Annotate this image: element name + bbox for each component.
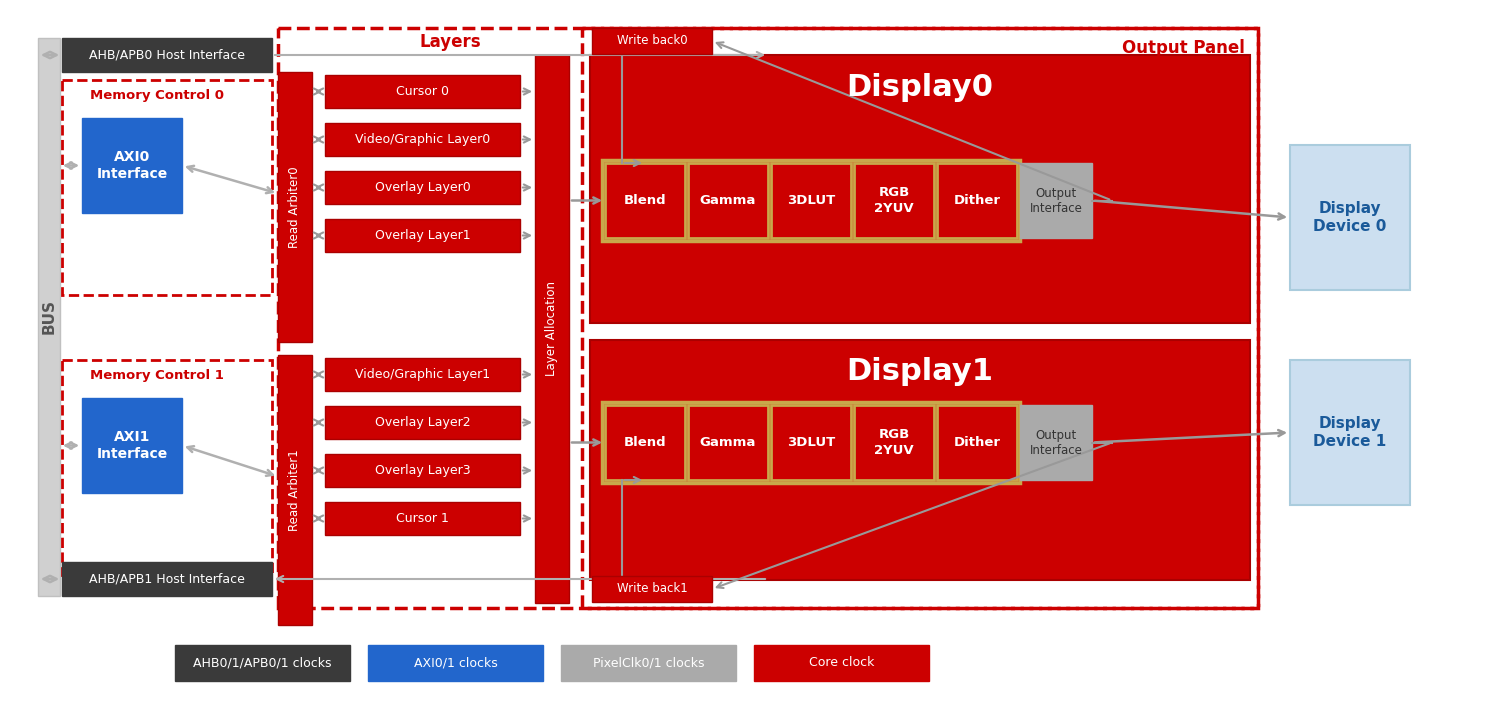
Text: BUS: BUS bbox=[42, 299, 56, 335]
Bar bbox=[535, 55, 570, 603]
Text: Memory Control 1: Memory Control 1 bbox=[89, 369, 223, 383]
Text: Video/Graphic Layer1: Video/Graphic Layer1 bbox=[356, 368, 490, 381]
Text: Display
Device 0: Display Device 0 bbox=[1313, 201, 1386, 234]
Text: RGB
2YUV: RGB 2YUV bbox=[874, 429, 913, 457]
Text: Dither: Dither bbox=[954, 194, 1001, 207]
Bar bbox=[601, 160, 1020, 241]
Text: Video/Graphic Layer0: Video/Graphic Layer0 bbox=[354, 133, 490, 146]
Text: Gamma: Gamma bbox=[699, 194, 757, 207]
Bar bbox=[62, 80, 271, 295]
Text: Output Panel: Output Panel bbox=[1121, 39, 1245, 57]
Bar bbox=[277, 28, 1258, 608]
Bar bbox=[582, 28, 1258, 608]
Bar bbox=[592, 28, 711, 54]
Bar bbox=[689, 405, 769, 480]
Bar bbox=[601, 402, 1020, 483]
Text: Memory Control 0: Memory Control 0 bbox=[89, 90, 223, 102]
Text: Layer Allocation: Layer Allocation bbox=[546, 282, 559, 376]
Bar bbox=[175, 645, 350, 681]
Text: 3DLUT: 3DLUT bbox=[787, 436, 835, 449]
Text: Cursor 0: Cursor 0 bbox=[396, 85, 449, 98]
Text: Gamma: Gamma bbox=[699, 436, 757, 449]
Text: PixelClk0/1 clocks: PixelClk0/1 clocks bbox=[592, 657, 704, 669]
Text: Dither: Dither bbox=[954, 436, 1001, 449]
Text: Output
Interface: Output Interface bbox=[1029, 186, 1082, 215]
Bar bbox=[937, 405, 1017, 480]
Text: Read Arbiter0: Read Arbiter0 bbox=[288, 166, 301, 248]
Bar bbox=[62, 360, 271, 575]
Text: Display1: Display1 bbox=[847, 357, 993, 386]
Bar bbox=[326, 358, 520, 391]
Bar bbox=[772, 405, 851, 480]
Bar bbox=[277, 72, 312, 342]
Bar bbox=[1290, 360, 1411, 505]
Bar bbox=[1020, 405, 1093, 480]
Text: Write back1: Write back1 bbox=[616, 582, 687, 595]
Bar bbox=[81, 118, 182, 213]
Text: AXI0
Interface: AXI0 Interface bbox=[96, 150, 167, 181]
Bar bbox=[689, 163, 769, 238]
Bar bbox=[591, 55, 1249, 323]
Bar bbox=[591, 340, 1249, 580]
Text: Overlay Layer1: Overlay Layer1 bbox=[375, 229, 470, 242]
Text: Overlay Layer0: Overlay Layer0 bbox=[375, 181, 470, 194]
Bar bbox=[1290, 145, 1411, 290]
Bar bbox=[326, 123, 520, 156]
Text: AXI0/1 clocks: AXI0/1 clocks bbox=[413, 657, 497, 669]
Bar bbox=[854, 405, 934, 480]
Bar bbox=[604, 163, 686, 238]
Text: Write back0: Write back0 bbox=[616, 35, 687, 47]
Bar bbox=[854, 163, 934, 238]
Bar bbox=[62, 562, 271, 596]
Bar bbox=[1020, 163, 1093, 238]
Text: Overlay Layer2: Overlay Layer2 bbox=[375, 416, 470, 429]
Text: RGB
2YUV: RGB 2YUV bbox=[874, 186, 913, 215]
Bar bbox=[937, 163, 1017, 238]
Bar bbox=[62, 38, 271, 72]
Bar bbox=[368, 645, 543, 681]
Bar bbox=[38, 38, 60, 596]
Bar bbox=[326, 75, 520, 108]
Bar bbox=[561, 645, 735, 681]
Text: Core clock: Core clock bbox=[809, 657, 874, 669]
Bar bbox=[326, 454, 520, 487]
Text: Cursor 1: Cursor 1 bbox=[396, 512, 449, 525]
Text: Display0: Display0 bbox=[847, 73, 993, 102]
Text: AXI1
Interface: AXI1 Interface bbox=[96, 431, 167, 460]
Text: Output
Interface: Output Interface bbox=[1029, 429, 1082, 457]
Bar bbox=[604, 405, 686, 480]
Text: Display
Device 1: Display Device 1 bbox=[1314, 417, 1386, 449]
Bar bbox=[754, 645, 928, 681]
Text: Overlay Layer3: Overlay Layer3 bbox=[375, 464, 470, 477]
Bar bbox=[81, 398, 182, 493]
Text: Blend: Blend bbox=[624, 194, 666, 207]
Text: 3DLUT: 3DLUT bbox=[787, 194, 835, 207]
Bar bbox=[326, 171, 520, 204]
Bar bbox=[277, 355, 312, 625]
Bar bbox=[326, 406, 520, 439]
Text: AHB/APB1 Host Interface: AHB/APB1 Host Interface bbox=[89, 573, 246, 585]
Bar bbox=[326, 502, 520, 535]
Text: Read Arbiter1: Read Arbiter1 bbox=[288, 449, 301, 531]
Bar bbox=[772, 163, 851, 238]
Text: AHB0/1/APB0/1 clocks: AHB0/1/APB0/1 clocks bbox=[193, 657, 332, 669]
Text: Layers: Layers bbox=[419, 33, 481, 51]
Text: AHB/APB0 Host Interface: AHB/APB0 Host Interface bbox=[89, 49, 246, 61]
Bar bbox=[326, 219, 520, 252]
Bar bbox=[592, 576, 711, 602]
Text: Blend: Blend bbox=[624, 436, 666, 449]
